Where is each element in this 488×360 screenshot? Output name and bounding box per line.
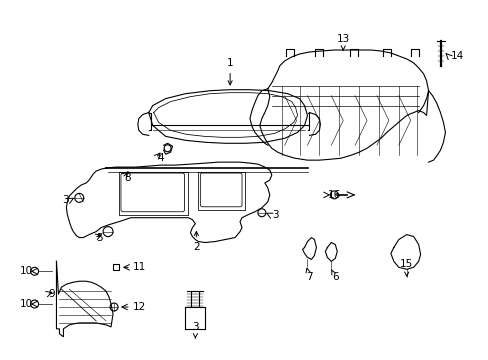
Text: 15: 15 bbox=[399, 259, 412, 276]
Text: 10: 10 bbox=[20, 299, 33, 309]
Text: 3: 3 bbox=[271, 210, 278, 220]
Text: 14: 14 bbox=[449, 51, 463, 61]
Text: 4: 4 bbox=[157, 153, 164, 163]
Text: 12: 12 bbox=[133, 302, 146, 312]
Text: 7: 7 bbox=[305, 268, 312, 282]
Text: 8: 8 bbox=[123, 173, 130, 183]
Text: 10: 10 bbox=[20, 266, 33, 276]
Text: 2: 2 bbox=[193, 231, 199, 252]
Text: 1: 1 bbox=[226, 58, 233, 85]
Text: 13: 13 bbox=[336, 34, 349, 50]
Text: 6: 6 bbox=[331, 269, 338, 282]
Text: 11: 11 bbox=[133, 262, 146, 272]
Text: 5: 5 bbox=[96, 233, 102, 243]
Text: 9: 9 bbox=[48, 289, 55, 299]
Text: 3: 3 bbox=[192, 322, 198, 338]
Text: 3: 3 bbox=[61, 195, 68, 205]
Text: 16: 16 bbox=[326, 190, 340, 200]
